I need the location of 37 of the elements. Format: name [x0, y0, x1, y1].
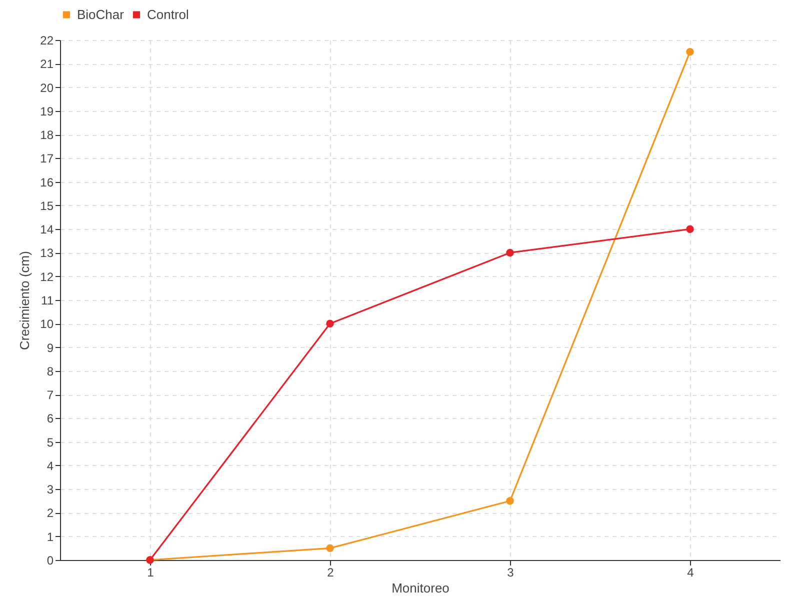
y-tick-label: 4: [46, 458, 54, 473]
y-tick-label: 12: [40, 270, 54, 284]
point: [686, 48, 694, 56]
legend-label: BioChar: [77, 6, 125, 22]
y-tick-label: 0: [46, 554, 54, 568]
x-tick-label: 3: [507, 566, 514, 580]
x-tick-label: 2: [327, 566, 334, 580]
y-tick-label: 2: [46, 506, 54, 520]
y-tick-label: 14: [40, 222, 54, 237]
point: [506, 248, 514, 257]
y-axis-title: Crecimiento (cm): [17, 251, 32, 350]
y-tick-label: 8: [46, 364, 54, 378]
y-tick-label: 20: [40, 80, 54, 95]
point: [686, 225, 694, 233]
y-tick-label: 11: [41, 294, 54, 308]
point: [326, 544, 334, 552]
y-tick-label: 5: [46, 435, 54, 450]
y-tick-label: 10: [40, 317, 54, 332]
point: [326, 320, 334, 328]
y-tick-label: 1: [46, 530, 54, 544]
y-tick-label: 13: [40, 246, 54, 260]
y-tick-label: 22: [40, 34, 54, 48]
x-tick-label: 1: [147, 566, 154, 580]
x-tick-label: 4: [687, 566, 694, 580]
y-tick-label: 16: [40, 175, 54, 190]
y-tick-label: 9: [46, 340, 54, 355]
y-tick-label: 7: [46, 388, 54, 402]
y-tick-label: 6: [46, 412, 54, 426]
y-tick-label: 21: [40, 57, 54, 72]
legend-label: Control: [147, 6, 190, 22]
y-tick-label: 17: [40, 152, 54, 166]
y-tick-label: 15: [40, 198, 54, 213]
y-tick-label: 19: [40, 104, 54, 118]
point: [506, 497, 514, 505]
y-tick-label: 3: [46, 482, 54, 497]
x-axis-title: Monitoreo: [392, 580, 450, 596]
y-tick-label: 18: [40, 128, 54, 142]
